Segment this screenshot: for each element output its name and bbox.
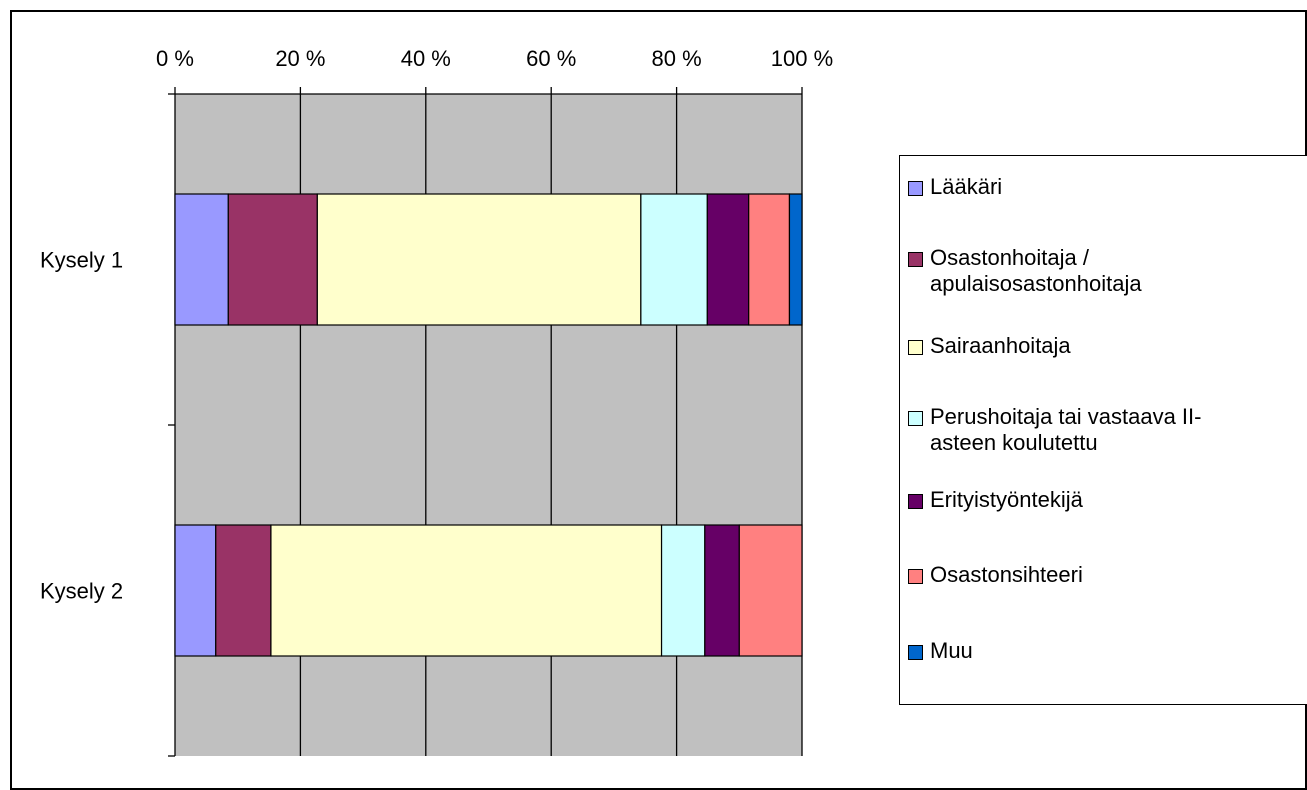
- legend-label: Erityistyöntekijä: [930, 487, 1083, 512]
- bar-segment: [174, 524, 217, 657]
- legend: Lääkäri Osastonhoitaja / apulaisosastonho…: [899, 155, 1307, 705]
- chart-frame: 0 % 20 % 40 % 60 % 80 % 100 % Kysely 1 Kysely 2…: [10, 10, 1307, 790]
- legend-item: Erityistyöntekijä: [908, 487, 1307, 513]
- legend-label: Osastonsihteeri: [930, 562, 1083, 587]
- category-label: Kysely 1: [40, 248, 123, 273]
- x-tick-label: 20 %: [275, 46, 325, 71]
- legend-swatch: [908, 340, 923, 355]
- legend-item: Lääkäri: [908, 174, 1307, 200]
- bar-segment: [316, 193, 642, 326]
- bar-segment: [748, 193, 791, 326]
- legend-label: Sairaanhoitaja: [930, 333, 1071, 358]
- legend-swatch: [908, 411, 923, 426]
- legend-swatch: [908, 181, 923, 196]
- bar-segment: [640, 193, 708, 326]
- legend-label: Osastonhoitaja / apulaisosastonhoitaja: [930, 245, 1142, 296]
- bar-segment: [738, 524, 803, 657]
- legend-swatch: [908, 645, 923, 660]
- x-tick-label: 60 %: [526, 46, 576, 71]
- x-tick-label: 80 %: [652, 46, 702, 71]
- bar-segment: [788, 193, 803, 326]
- bar-segment: [227, 193, 318, 326]
- bar-segment: [660, 524, 706, 657]
- legend-item: Osastonhoitaja / apulaisosastonhoitaja: [908, 245, 1307, 297]
- legend-label: Lääkäri: [930, 174, 1003, 199]
- legend-item: Muu: [908, 638, 1307, 664]
- legend-item: Osastonsihteeri: [908, 562, 1307, 588]
- category-label: Kysely 2: [40, 579, 123, 604]
- bar-segment: [270, 524, 663, 657]
- bar-segment: [174, 193, 229, 326]
- legend-item: Sairaanhoitaja: [908, 333, 1307, 359]
- legend-label: Muu: [930, 638, 973, 663]
- bar-segment: [704, 524, 740, 657]
- legend-swatch: [908, 252, 923, 267]
- x-tick-label: 100 %: [771, 46, 833, 71]
- legend-item: Perushoitaja tai vastaava II- asteen kou…: [908, 404, 1307, 456]
- x-tick-label: 0 %: [156, 46, 194, 71]
- bar-segment: [706, 193, 750, 326]
- plot-area: [175, 94, 802, 756]
- bar-segment: [215, 524, 272, 657]
- legend-label: Perushoitaja tai vastaava II- asteen kou…: [930, 404, 1202, 455]
- x-tick-label: 40 %: [401, 46, 451, 71]
- legend-swatch: [908, 569, 923, 584]
- legend-swatch: [908, 494, 923, 509]
- stacked-bar-chart: 0 % 20 % 40 % 60 % 80 % 100 % Kysely 1 Kysely 2: [40, 46, 833, 757]
